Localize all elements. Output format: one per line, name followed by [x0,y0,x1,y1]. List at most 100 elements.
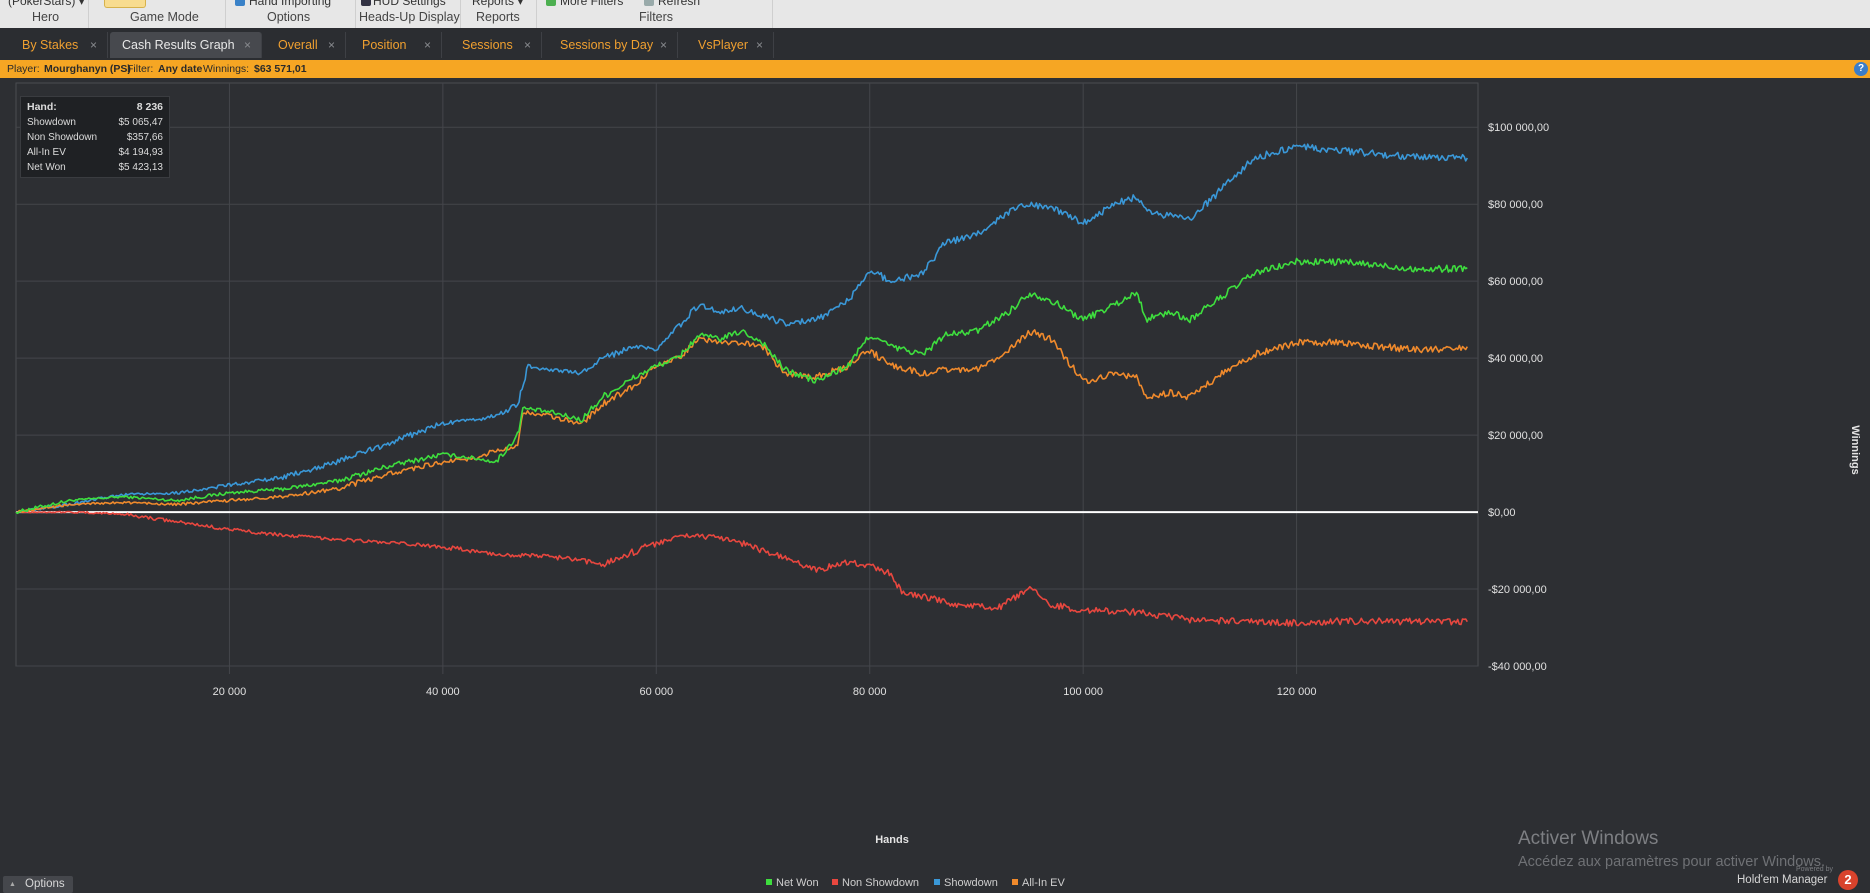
y-tick-label: -$40 000,00 [1488,661,1547,673]
stat-label: Hand: [27,101,57,113]
report-tabs: By Stakes × Cash Results Graph × Overall… [0,28,1870,60]
reports-dropdown[interactable]: Reports ▾ [472,0,524,8]
x-axis-title: Hands [875,834,909,846]
y-tick-label: $20 000,00 [1488,430,1543,442]
ribbon-group-reports[interactable]: Reports ▾ Reports [460,0,537,28]
legend-swatch [766,879,772,885]
ribbon-group-hud[interactable]: HUD Settings Heads-Up Display [355,0,461,28]
legend-item-net-won[interactable]: Net Won [766,877,819,889]
x-tick-label: 100 000 [1063,686,1103,698]
x-tick-label: 60 000 [639,686,673,698]
stat-value: $5 065,47 [118,117,164,128]
ribbon-group-hero[interactable]: (PokerStars) ▾ Hero [0,0,89,28]
windows-activation-text: Accédez aux paramètres pour activer Wind… [1518,854,1826,870]
tab-close-icon[interactable]: × [423,38,431,52]
tab-label: By Stakes [22,38,79,52]
x-tick-label: 40 000 [426,686,460,698]
stat-row-non-showdown: Non Showdown $357,66 [27,130,163,145]
player-label: Player: [7,63,40,75]
series-line-non-showdown [15,510,1468,627]
tab-label: Overall [278,38,318,52]
series-line-all-in-ev [15,329,1469,514]
tab-close-icon[interactable]: × [243,38,251,52]
tab-label: Sessions by Day [560,38,654,52]
results-graph[interactable]: $100 000,00 $80 000,00 $60 000,00 $40 000,0… [0,78,1870,875]
refresh-button[interactable]: Refresh [658,0,701,8]
legend-item-showdown[interactable]: Showdown [934,877,998,889]
stat-value: $357,66 [126,132,163,143]
stat-label: Net Won [27,162,66,173]
stat-label: All-In EV [27,147,66,158]
refresh-icon [644,0,654,6]
y-tick-label: -$20 000,00 [1488,584,1547,596]
legend-swatch [1012,879,1018,885]
y-tick-label: $80 000,00 [1488,199,1543,211]
hand-stats-box: Hand: 8 236 Showdown $5 065,47 Non Showd… [20,96,170,178]
help-icon[interactable]: ? [1854,62,1868,76]
stat-value: $5 423,13 [118,162,164,173]
windows-activation-title: Activer Windows [1518,828,1659,849]
tab-close-icon[interactable]: × [327,38,335,52]
tab-position[interactable]: Position × [350,32,442,58]
x-axis: 20 000 40 000 60 000 80 000 100 000 120 000 [213,686,1317,698]
hand-importing-icon [235,0,245,6]
legend-label: All-In EV [1022,877,1065,889]
tab-label: Cash Results Graph [122,38,235,52]
stat-row-all-in-ev: All-In EV $4 194,93 [27,145,163,160]
ribbon-group-game-mode[interactable]: Game Mode [88,0,226,28]
tab-cash-results-graph[interactable]: Cash Results Graph × [110,32,262,58]
stat-label: Showdown [27,117,76,128]
tab-close-icon[interactable]: × [659,38,667,52]
more-filters-icon [546,0,556,6]
options-button[interactable]: ▲ Options [3,876,73,893]
expand-arrow-icon: ▲ [9,881,16,888]
more-filters-button[interactable]: More Filters [560,0,624,8]
y-tick-label: $40 000,00 [1488,353,1543,365]
chart-background [0,78,1870,875]
tab-by-stakes[interactable]: By Stakes × [10,32,108,58]
ribbon-label-reports: Reports [476,10,520,24]
ribbon-toolbar: (PokerStars) ▾ Hero Game Mode Hand Impor… [0,0,1870,29]
hand-importing-button[interactable]: Hand Importing [249,0,332,8]
series-line-showdown [15,143,1469,514]
ribbon-group-filters[interactable]: More Filters Refresh Filters [536,0,773,28]
tab-close-icon[interactable]: × [755,38,763,52]
tab-sessions-by-day[interactable]: Sessions by Day × [548,32,678,58]
legend-item-non-showdown[interactable]: Non Showdown [832,877,919,889]
y-axis: $100 000,00 $80 000,00 $60 000,00 $40 000,0… [1488,122,1549,673]
ribbon-group-options[interactable]: Hand Importing Options [225,0,356,28]
x-tick-label: 80 000 [853,686,887,698]
stat-row-showdown: Showdown $5 065,47 [27,115,163,130]
ribbon-label-filters: Filters [639,10,674,24]
chart-series [15,143,1478,627]
stat-value: $4 194,93 [118,147,164,158]
y-tick-label: $0,00 [1488,507,1516,519]
chart-grid [15,82,1479,674]
tab-label: Sessions [462,38,513,52]
winnings-label: Winnings: [203,63,250,75]
chart-legend: Net Won Non Showdown Showdown All-In EV [766,877,1106,891]
brand-name: Hold'em Manager [1737,874,1828,886]
legend-label: Net Won [776,877,819,889]
legend-label: Showdown [944,877,998,889]
tab-close-icon[interactable]: × [523,38,531,52]
legend-item-all-in-ev[interactable]: All-In EV [1012,877,1065,889]
stat-label: Non Showdown [27,132,98,143]
hero-selector[interactable]: (PokerStars) ▾ [8,0,85,8]
tab-close-icon[interactable]: × [89,38,97,52]
stat-row-net-won: Net Won $5 423,13 [27,160,163,175]
y-tick-label: $60 000,00 [1488,276,1543,288]
legend-label: Non Showdown [842,877,920,889]
game-mode-icon[interactable] [104,0,146,8]
hem2-logo-icon: 2 [1838,870,1858,890]
tab-sessions[interactable]: Sessions × [450,32,542,58]
filter-value[interactable]: Any date [158,63,203,75]
player-value[interactable]: Mourghanyn (PS) [44,63,131,75]
ribbon-label-hud: Heads-Up Display [359,10,460,24]
legend-swatch [934,879,940,885]
winnings-value: $63 571,01 [254,63,307,75]
tab-vsplayer[interactable]: VsPlayer × [686,32,774,58]
ribbon-label-options: Options [267,10,311,24]
tab-overall[interactable]: Overall × [266,32,346,58]
hud-settings-button[interactable]: HUD Settings [373,0,446,8]
